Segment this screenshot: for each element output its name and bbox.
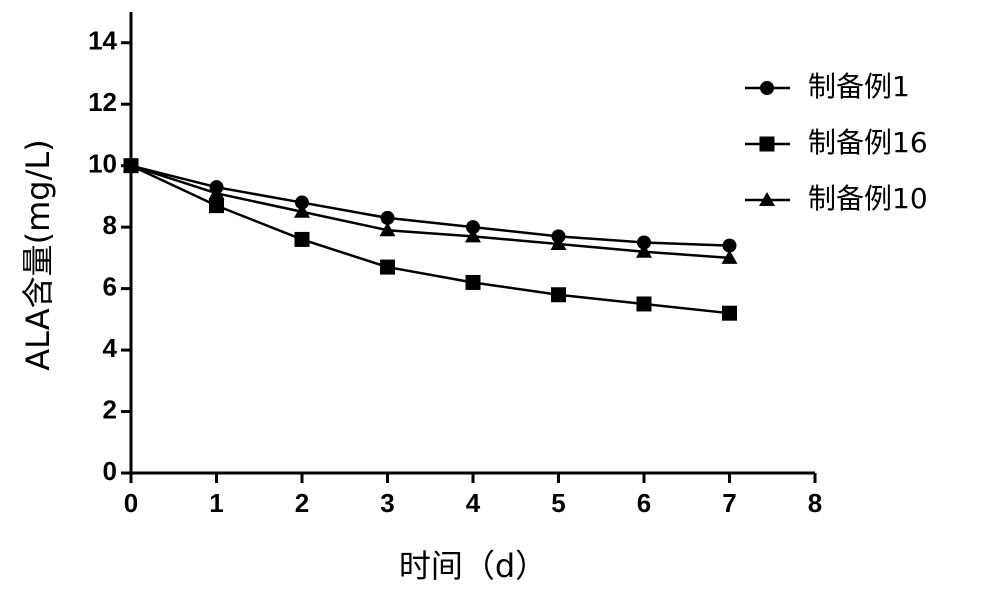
marker [380, 210, 395, 225]
y-axis-label: ALA含量(mg/L) [19, 139, 57, 370]
y-tick-label: 8 [103, 210, 117, 240]
x-tick-label: 6 [637, 488, 651, 518]
marker [466, 220, 480, 235]
marker [465, 228, 481, 243]
y-tick-label: 6 [103, 271, 117, 301]
marker [721, 249, 738, 264]
marker [551, 287, 566, 303]
x-tick-label: 2 [295, 488, 309, 518]
marker [759, 136, 775, 152]
marker [380, 259, 395, 275]
legend-label: 制备例10 [808, 182, 928, 215]
marker [379, 222, 396, 237]
marker [123, 157, 139, 172]
series-line [130, 164, 730, 315]
x-tick-label: 4 [466, 488, 481, 518]
x-tick-label: 3 [380, 488, 394, 518]
marker [759, 192, 775, 206]
y-tick-label: 12 [88, 87, 117, 117]
marker [465, 274, 481, 290]
legend-label: 制备例16 [808, 126, 928, 159]
y-tick-label: 2 [103, 394, 117, 424]
y-tick-label: 10 [88, 149, 117, 179]
marker [294, 203, 310, 218]
marker [637, 235, 651, 250]
y-tick-label: 4 [103, 333, 118, 363]
x-tick-label: 7 [722, 488, 736, 518]
x-tick-label: 0 [124, 488, 138, 518]
marker [208, 185, 225, 200]
marker [294, 231, 310, 247]
x-axis-label: 时间（d） [399, 547, 547, 585]
marker [550, 236, 567, 251]
y-tick-label: 14 [88, 26, 117, 56]
marker [636, 296, 652, 312]
y-tick-label: 0 [103, 456, 117, 486]
x-tick-label: 5 [551, 488, 565, 518]
marker [209, 198, 224, 214]
series-line [130, 164, 730, 247]
x-tick-label: 8 [808, 488, 822, 518]
marker [636, 243, 652, 258]
marker [722, 238, 737, 253]
marker [760, 81, 774, 95]
marker [295, 195, 309, 210]
x-tick-label: 1 [209, 488, 223, 518]
series-line [130, 164, 730, 260]
legend-label: 制备例1 [808, 70, 910, 103]
marker [722, 305, 737, 321]
